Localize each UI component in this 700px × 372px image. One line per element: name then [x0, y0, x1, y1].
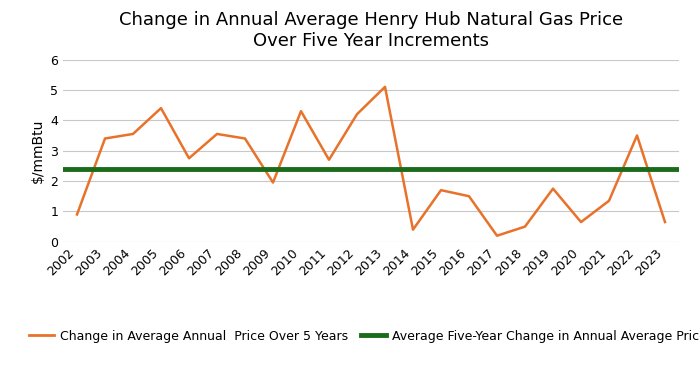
Legend: Change in Average Annual  Price Over 5 Years, Average Five-Year Change in Annual: Change in Average Annual Price Over 5 Ye… [24, 325, 700, 347]
Change in Average Annual  Price Over 5 Years [101, 136, 109, 141]
Line: Change in Average Annual  Price Over 5 Years: Change in Average Annual Price Over 5 Ye… [77, 87, 665, 236]
Change in Average Annual  Price Over 5 Years [297, 109, 305, 113]
Title: Change in Annual Average Henry Hub Natural Gas Price
Over Five Year Increments: Change in Annual Average Henry Hub Natur… [119, 11, 623, 49]
Change in Average Annual  Price Over 5 Years [213, 132, 221, 136]
Change in Average Annual  Price Over 5 Years [465, 194, 473, 199]
Change in Average Annual  Price Over 5 Years [157, 106, 165, 110]
Change in Average Annual  Price Over 5 Years [605, 199, 613, 203]
Change in Average Annual  Price Over 5 Years [661, 220, 669, 224]
Change in Average Annual  Price Over 5 Years [129, 132, 137, 136]
Change in Average Annual  Price Over 5 Years [381, 85, 389, 89]
Change in Average Annual  Price Over 5 Years [493, 234, 501, 238]
Change in Average Annual  Price Over 5 Years [409, 227, 417, 232]
Change in Average Annual  Price Over 5 Years [521, 224, 529, 229]
Change in Average Annual  Price Over 5 Years [241, 136, 249, 141]
Change in Average Annual  Price Over 5 Years [633, 133, 641, 138]
Change in Average Annual  Price Over 5 Years [353, 112, 361, 116]
Change in Average Annual  Price Over 5 Years [577, 220, 585, 224]
Change in Average Annual  Price Over 5 Years [437, 188, 445, 192]
Change in Average Annual  Price Over 5 Years [269, 180, 277, 185]
Change in Average Annual  Price Over 5 Years [73, 212, 81, 217]
Change in Average Annual  Price Over 5 Years [325, 158, 333, 162]
Y-axis label: $/mmBtu: $/mmBtu [31, 118, 45, 183]
Change in Average Annual  Price Over 5 Years [549, 186, 557, 191]
Change in Average Annual  Price Over 5 Years [185, 156, 193, 160]
